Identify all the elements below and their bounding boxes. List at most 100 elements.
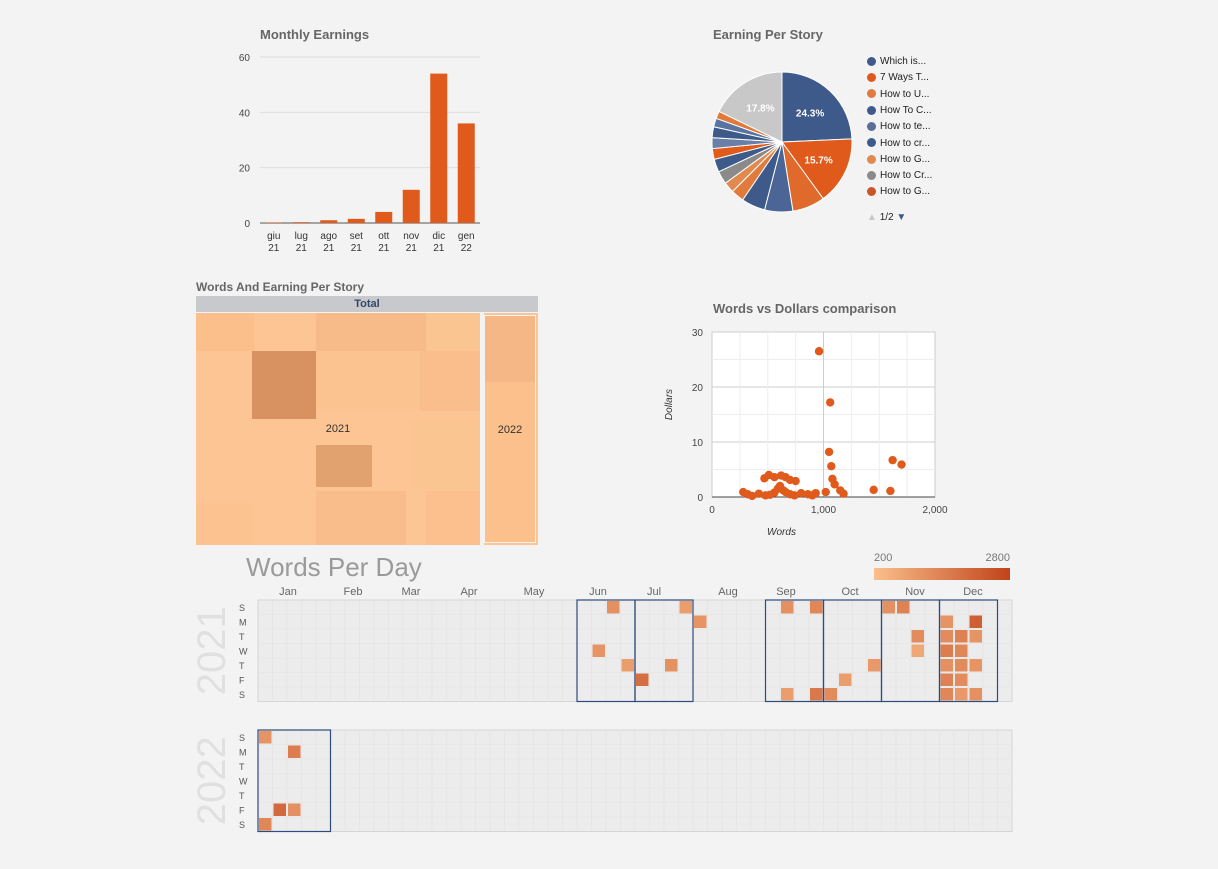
x-tick-label: 21 bbox=[351, 243, 363, 254]
x-tick-label: ott bbox=[378, 231, 389, 242]
words-earning-title: Words And Earning Per Story bbox=[196, 280, 365, 294]
words-per-day-calendar: Jan Feb Mar Apr May Jun Jul Aug Sep Oct Nov DecSMTW… bbox=[190, 586, 1013, 833]
legend-item[interactable]: How to te... bbox=[867, 121, 931, 132]
day-cell bbox=[839, 673, 852, 686]
legend-label: How to te... bbox=[880, 121, 931, 133]
scatter-point bbox=[897, 460, 906, 469]
earning-per-story-title: Earning Per Story bbox=[713, 27, 823, 42]
treemap-tile[interactable] bbox=[410, 419, 480, 489]
bar bbox=[430, 73, 448, 223]
legend-label: Which is... bbox=[880, 56, 927, 67]
pager-label: 1/2 bbox=[879, 212, 894, 223]
day-cell bbox=[868, 659, 881, 672]
month-outline bbox=[257, 729, 332, 833]
treemap-header[interactable]: Total bbox=[196, 296, 538, 312]
day-label: T bbox=[239, 762, 245, 772]
treemap-tile[interactable] bbox=[316, 313, 426, 351]
treemap-tile[interactable] bbox=[426, 491, 480, 545]
treemap-tile[interactable] bbox=[196, 313, 254, 351]
pie-legend: Which is... 7 Ways T... How to U... How To … bbox=[867, 56, 967, 206]
day-label: S bbox=[239, 690, 245, 700]
bar bbox=[347, 218, 365, 223]
legend-item[interactable]: How to U... bbox=[867, 89, 929, 100]
treemap-tile[interactable] bbox=[316, 491, 406, 545]
day-label: M bbox=[239, 618, 247, 628]
month-label: Mar bbox=[402, 586, 421, 598]
treemap-cell-2021[interactable]: 2021 bbox=[196, 313, 480, 545]
day-cell bbox=[679, 601, 692, 614]
legend-item[interactable]: Which is... bbox=[867, 56, 926, 67]
day-cell bbox=[824, 688, 837, 701]
x-tick-label: set bbox=[350, 231, 364, 242]
day-label: F bbox=[239, 676, 245, 686]
scatter-point bbox=[797, 488, 806, 498]
scatter-title: Words vs Dollars comparison bbox=[713, 301, 897, 316]
day-cell bbox=[288, 745, 301, 758]
legend-item[interactable]: How to cr... bbox=[867, 138, 930, 149]
scatter-point bbox=[790, 491, 799, 500]
pie-slice-label: 17.8% bbox=[746, 104, 774, 115]
legend-item[interactable]: How to Cr... bbox=[867, 170, 932, 181]
day-cell bbox=[592, 644, 605, 657]
legend-label: How to G... bbox=[880, 153, 931, 165]
treemap-tile[interactable] bbox=[426, 313, 480, 351]
legend-swatch bbox=[867, 73, 876, 83]
next-page-icon[interactable]: ▼ bbox=[896, 212, 907, 223]
day-cell bbox=[955, 659, 968, 672]
scatter-point bbox=[747, 491, 757, 501]
treemap-tile[interactable] bbox=[316, 445, 372, 487]
day-label: M bbox=[239, 748, 247, 758]
x-tick-label: 21 bbox=[268, 243, 280, 254]
day-cell bbox=[607, 601, 620, 614]
day-cell bbox=[273, 803, 286, 816]
treemap-tile[interactable] bbox=[420, 351, 480, 411]
day-cell bbox=[969, 615, 982, 628]
x-tick-label: 21 bbox=[406, 243, 418, 254]
month-label: Apr bbox=[460, 586, 477, 598]
treemap-tile[interactable] bbox=[196, 503, 252, 545]
treemap: 2021 2022 bbox=[196, 313, 538, 545]
scatter-point bbox=[830, 480, 839, 489]
pie-pager[interactable]: ▲ 1/2 ▼ bbox=[867, 212, 906, 223]
day-cell bbox=[781, 601, 794, 614]
treemap-cell-2022[interactable]: 2022 bbox=[484, 315, 536, 543]
bar bbox=[292, 222, 310, 223]
day-cell bbox=[810, 688, 823, 701]
day-cell bbox=[940, 615, 953, 628]
scatter-point bbox=[814, 347, 824, 356]
y-tick-label: 60 bbox=[239, 53, 251, 64]
scatter-point bbox=[791, 476, 800, 486]
y-tick-label: 20 bbox=[239, 164, 251, 175]
day-cell bbox=[911, 644, 924, 657]
bar bbox=[402, 189, 420, 223]
pie-slice-label: 24.3% bbox=[796, 109, 824, 120]
y-tick-label: 40 bbox=[239, 108, 251, 119]
y-axis-label: Dollars bbox=[664, 389, 675, 420]
scatter-point bbox=[824, 447, 834, 457]
day-label: S bbox=[239, 603, 245, 613]
prev-page-icon[interactable]: ▲ bbox=[867, 212, 877, 223]
legend-label: How to cr... bbox=[880, 137, 931, 149]
legend-item[interactable]: How To C... bbox=[867, 105, 932, 116]
year-label: 2021 bbox=[190, 606, 234, 695]
treemap-tile[interactable] bbox=[316, 351, 420, 409]
words-vs-dollars-scatter: 0 10 20 30 0 1,000 2,000 Words Dollars bbox=[664, 328, 948, 538]
legend-swatch bbox=[867, 138, 876, 148]
legend-item[interactable]: How to G... bbox=[867, 154, 930, 165]
x-tick-label: 1,000 bbox=[811, 505, 836, 516]
month-label: Feb bbox=[344, 586, 363, 598]
legend-item[interactable]: 7 Ways T... bbox=[867, 72, 929, 83]
day-cell bbox=[969, 659, 982, 672]
legend-swatch bbox=[867, 154, 876, 164]
x-tick-label: gen bbox=[458, 231, 475, 242]
y-tick-label: 30 bbox=[692, 328, 704, 339]
treemap-tile[interactable] bbox=[252, 351, 316, 419]
month-label: Jul bbox=[647, 586, 661, 598]
month-label: May bbox=[524, 586, 545, 598]
day-cell bbox=[810, 601, 823, 614]
day-cell bbox=[940, 659, 953, 672]
legend-item[interactable]: How to G... bbox=[867, 186, 930, 197]
treemap-tile[interactable] bbox=[485, 316, 535, 382]
